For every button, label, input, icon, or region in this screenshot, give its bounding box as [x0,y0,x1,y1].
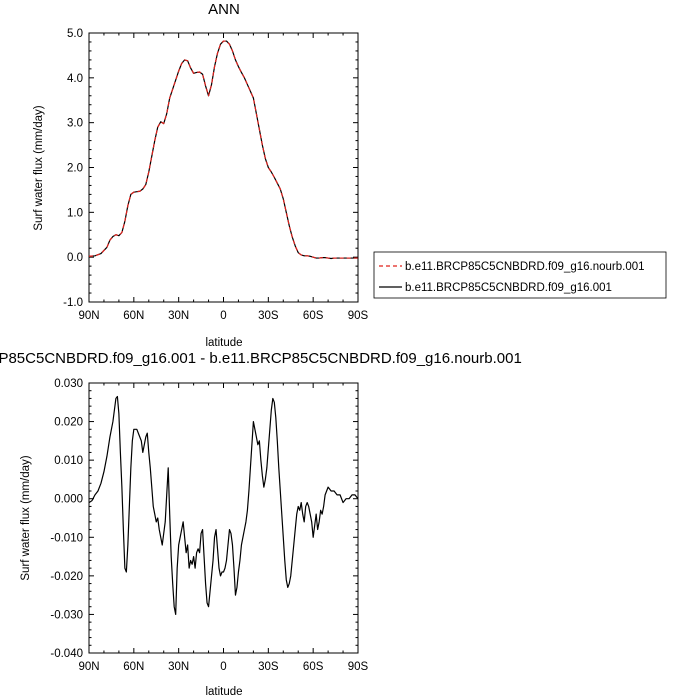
x-tick-label: 0 [220,310,226,322]
x-tick-label: 60S [303,310,324,322]
legend-label-nourb: b.e11.BRCP85C5CNBDRD.f09_g16.nourb.001 [405,261,645,273]
y-tick-label: 3.0 [67,118,83,130]
y-tick-label: 5.0 [67,28,83,40]
series-line-1 [88,40,358,260]
top-plot-frame [88,32,359,303]
y-tick-label: 0.010 [54,455,83,467]
top-chart: ANN 90N 60N 30N 0 30S 60S 90S -1.0 0.0 1.0 2.0 3.0 4… [33,1,667,349]
top-legend: b.e11.BRCP85C5CNBDRD.f09_g16.nourb.001 b… [373,251,667,299]
x-tick-label: 30N [168,310,189,322]
bottom-series-group [88,395,359,616]
bottom-chart-title: b.e11.BRCP85C5CNBDRD.f09_g16.001 - b.e11… [0,350,522,367]
y-tick-label: 0.0 [67,252,83,264]
y-tick-label: -0.020 [50,571,83,583]
x-tick-label: 60S [303,661,324,673]
top-y-axis-label: Surf water flux (mm/day) [33,105,45,230]
top-series-group [88,40,358,260]
bottom-y-axis-label: Surf water flux (mm/day) [20,455,32,580]
bottom-x-axis-label: latitude [205,686,242,698]
x-tick-label: 90N [78,661,99,673]
top-x-axis-label: latitude [205,337,242,349]
series-line-0 [88,395,359,616]
y-tick-label: -1.0 [63,297,83,309]
y-tick-label: 1.0 [67,207,83,219]
x-tick-label: 90N [78,310,99,322]
y-tick-label: 0.030 [54,378,83,390]
top-axis-ticks: 90N 60N 30N 0 30S 60S 90S -1.0 0.0 1.0 2.0 3.0 4.0 5.… [63,28,368,322]
bottom-chart: b.e11.BRCP85C5CNBDRD.f09_g16.001 - b.e11… [0,350,522,698]
legend-box [373,251,667,299]
y-tick-label: 0.020 [54,417,83,429]
y-tick-label: 2.0 [67,163,83,175]
y-tick-label: -0.010 [50,532,83,544]
y-tick-label: -0.030 [50,609,83,621]
x-tick-label: 30S [258,310,279,322]
x-tick-label: 90S [348,661,369,673]
x-tick-label: 30S [258,661,279,673]
x-tick-label: 60N [123,310,144,322]
y-tick-label: 0.000 [54,494,83,506]
bottom-axis-ticks: 90N 60N 30N 0 30S 60S 90S -0.040 -0.030 -0.020 -0.… [50,378,368,673]
x-tick-label: 60N [123,661,144,673]
x-tick-label: 30N [168,661,189,673]
legend-label-control: b.e11.BRCP85C5CNBDRD.f09_g16.001 [405,282,612,294]
top-chart-title: ANN [208,1,240,18]
y-tick-label: -0.040 [50,648,83,660]
x-tick-label: 90S [348,310,369,322]
series-line-0 [88,40,358,260]
x-tick-label: 0 [220,661,226,673]
y-tick-label: 4.0 [67,73,83,85]
